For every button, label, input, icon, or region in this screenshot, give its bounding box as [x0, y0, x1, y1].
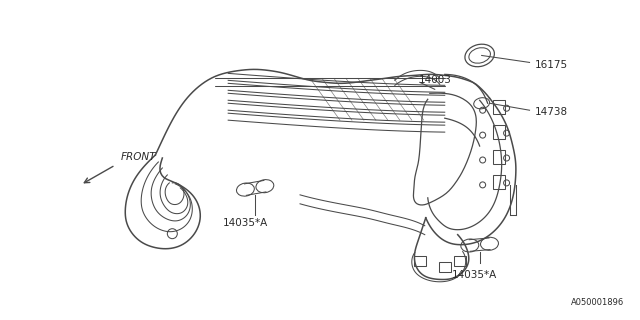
Text: 16175: 16175	[534, 60, 568, 70]
Text: 14035*A: 14035*A	[452, 269, 497, 280]
Bar	[493, 175, 504, 189]
Text: FRONT: FRONT	[120, 152, 156, 162]
Bar	[439, 261, 451, 271]
Text: 14738: 14738	[534, 107, 568, 117]
Text: 14035*A: 14035*A	[223, 218, 268, 228]
Bar	[454, 256, 466, 266]
Text: A050001896: A050001896	[571, 298, 625, 307]
Bar	[493, 125, 504, 139]
Bar	[414, 256, 426, 266]
Text: 14003: 14003	[419, 75, 451, 85]
Bar	[493, 150, 504, 164]
Bar	[493, 100, 504, 114]
